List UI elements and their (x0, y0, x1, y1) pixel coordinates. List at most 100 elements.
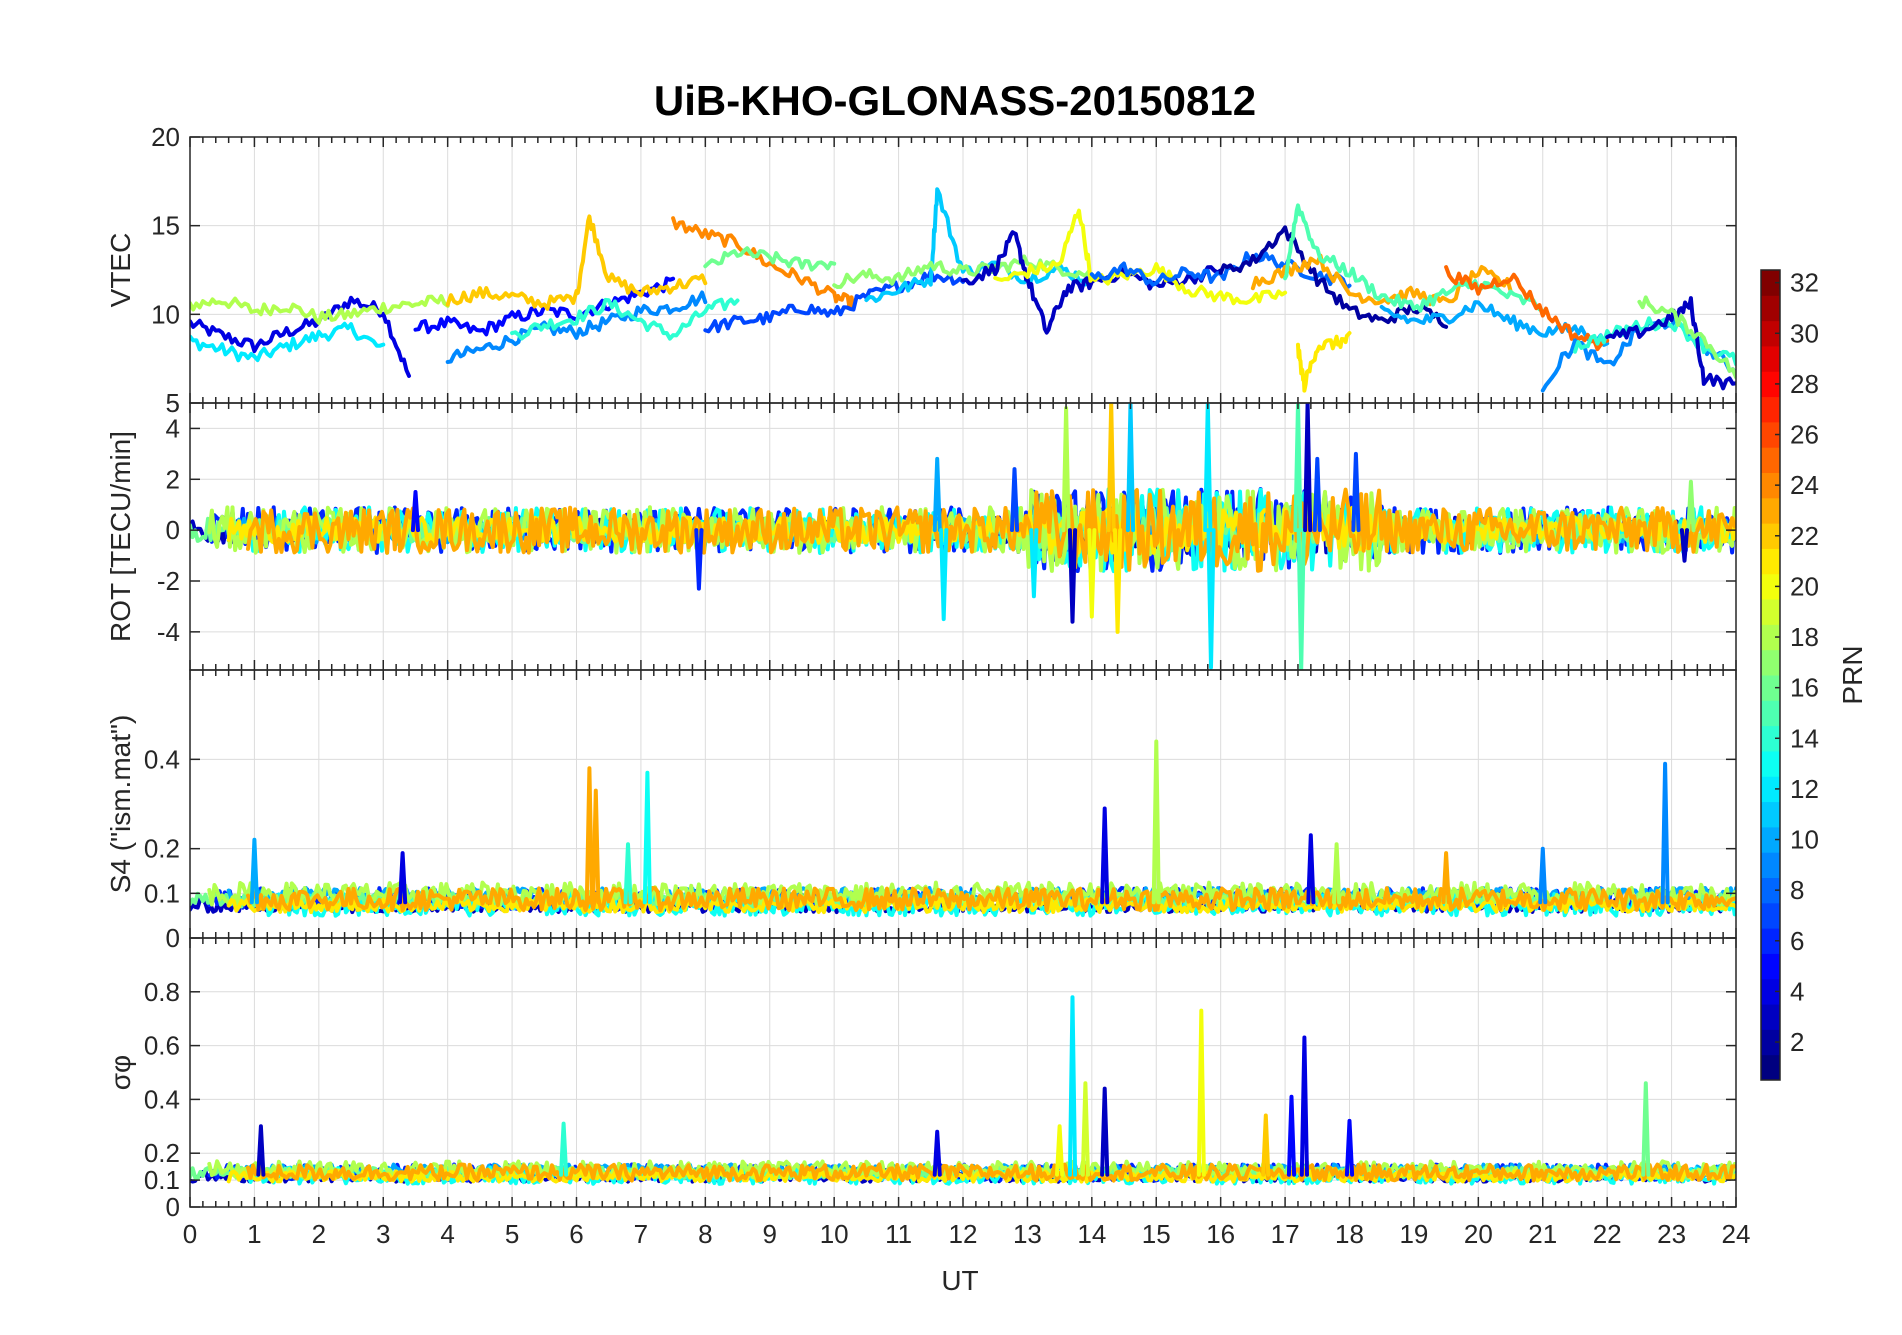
sigma_phi-spike-prn-14 (559, 1121, 569, 1177)
colorbar-band (1761, 320, 1780, 347)
colorbar-tick-label: 14 (1790, 723, 1819, 753)
sigma_phi-spike-prn-19 (1080, 1081, 1090, 1177)
rot-spike-prn-7 (1010, 467, 1020, 533)
sigma_phi-spike-prn-3 (1100, 1086, 1110, 1177)
rot-spike-prn-21 (1113, 528, 1123, 634)
sigma_phi-spike-prn-3 (256, 1124, 266, 1177)
colorbar-band (1761, 902, 1780, 929)
vtec-series-prn-24 (671, 216, 856, 311)
rot-series-prn-21 (226, 505, 1736, 555)
vtec-series-prn-25 (1444, 265, 1610, 352)
s4-spike-prn-9 (1538, 846, 1548, 905)
panel-data (190, 403, 1736, 670)
y-tick-label: 0.2 (144, 834, 180, 864)
panel-data (190, 739, 1736, 918)
rot-spike-prn-6 (694, 528, 704, 591)
x-tick-label: 2 (312, 1219, 326, 1249)
colorbar-band (1761, 599, 1780, 625)
s4-spike-prn-9 (1660, 761, 1670, 905)
sigma_phi-spike-prn-5 (1344, 1118, 1355, 1177)
s4-spike-prn-4 (1306, 833, 1316, 905)
x-tick-label: 11 (885, 1219, 912, 1249)
sigma_phi-spike-prn-4 (932, 1129, 942, 1177)
colorbar-band (1761, 700, 1780, 727)
x-tick-label: 10 (820, 1219, 849, 1249)
rot-spike-prn-3 (1679, 528, 1689, 563)
colorbar-band (1761, 1029, 1780, 1056)
colorbar-band (1761, 649, 1780, 676)
colorbar-band (1761, 953, 1780, 980)
y-tick-label: 0.1 (144, 878, 180, 908)
colorbar-tick-label: 20 (1790, 571, 1819, 601)
colorbar-band (1761, 421, 1780, 448)
colorbar-band (1761, 826, 1780, 853)
rot-spike-prn-3 (1303, 403, 1313, 533)
colorbar-tick-label: 32 (1790, 268, 1819, 298)
panel-rot: -4 -2 0 2 4 ROT [TECU/min] (105, 402, 1737, 671)
sigma_phi-spike-prn-20 (1055, 1124, 1065, 1177)
y-tick-label: 0 (166, 1192, 180, 1222)
x-tick-label: 17 (1271, 1219, 1300, 1249)
y-tick-label: 0.2 (144, 1138, 180, 1168)
y-axis-label: S4 ("ism.mat") (105, 715, 136, 894)
rot-series-prn-23 (246, 487, 1736, 573)
x-tick-label: 18 (1335, 1219, 1364, 1249)
sigma_phi-spike-prn-22 (1261, 1113, 1271, 1177)
rot-spike-prn-15 (1293, 403, 1303, 533)
x-tick-label: 22 (1593, 1219, 1622, 1249)
x-tick-label: 21 (1528, 1219, 1557, 1249)
vtec-series-prn-11 (864, 187, 1094, 303)
rot-spike-prn-15 (1296, 528, 1306, 670)
colorbar-band (1761, 750, 1780, 777)
colorbar-band (1761, 675, 1780, 701)
colorbar-tick-label: 28 (1790, 369, 1819, 399)
colorbar-tick-label: 10 (1790, 825, 1819, 855)
panel-sigma_phi: 00.10.2 0.4 0.6 0.8 σφ (105, 937, 1737, 1222)
y-axis-label: σφ (105, 1055, 136, 1090)
y-tick-label: 4 (166, 413, 180, 443)
x-tick-label: 5 (505, 1219, 519, 1249)
vtec-series-prn-21 (1296, 331, 1352, 393)
vtec-series-prn-14 (510, 297, 740, 341)
s4-series-prn-23 (246, 886, 1736, 913)
colorbar-tick-label: 22 (1790, 521, 1819, 551)
colorbar-band (1761, 548, 1780, 575)
sigma_phi-spike-prn-20 (1196, 1008, 1206, 1177)
x-tick-labels: 0 1 2 3 4 5 6 7 8 9 10 11 12 13 14 15 16 17 18 19 20 21 22 23 24 (183, 1219, 1751, 1249)
sigma_phi-spike-prn-16 (1641, 1081, 1651, 1177)
rot-spike-prn-10 (932, 456, 942, 533)
y-tick-label: 10 (151, 299, 180, 329)
colorbar-tick-label: 30 (1790, 318, 1819, 348)
x-tick-label: 24 (1722, 1219, 1751, 1249)
colorbar-band (1761, 472, 1780, 499)
x-tick-label: 19 (1399, 1219, 1428, 1249)
panel-data (190, 187, 1736, 393)
x-tick-label: 6 (569, 1219, 583, 1249)
y-tick-label: 0 (166, 923, 180, 953)
x-tick-label: 15 (1142, 1219, 1171, 1249)
colorbar-tick-label: 24 (1790, 470, 1819, 500)
colorbar-band (1761, 725, 1780, 752)
colorbar-tick-label: 12 (1790, 774, 1819, 804)
y-tick-label: 0.4 (144, 1084, 180, 1114)
s4-spike-prn-23 (591, 788, 601, 905)
colorbar-band (1761, 776, 1780, 803)
x-tick-label: 0 (183, 1219, 197, 1249)
colorbar-band (1761, 877, 1780, 904)
vtec-series-prn-17 (832, 254, 1094, 289)
colorbar-tick-label: 4 (1790, 976, 1804, 1006)
x-tick-label: 1 (247, 1219, 261, 1249)
x-tick-label: 4 (440, 1219, 454, 1249)
y-tick-label: 0 (166, 515, 180, 545)
y-tick-label: 0.1 (144, 1165, 180, 1195)
colorbar-band (1761, 371, 1780, 398)
x-tick-label: 9 (763, 1219, 777, 1249)
vtec-series-prn-20 (993, 208, 1288, 306)
colorbar-tick-label: 8 (1790, 875, 1804, 905)
x-tick-label: 12 (949, 1219, 978, 1249)
x-tick-label: 14 (1077, 1219, 1106, 1249)
vtec-series-prn-9 (445, 290, 708, 364)
sigma_phi-spike-prn-12 (1067, 995, 1078, 1177)
